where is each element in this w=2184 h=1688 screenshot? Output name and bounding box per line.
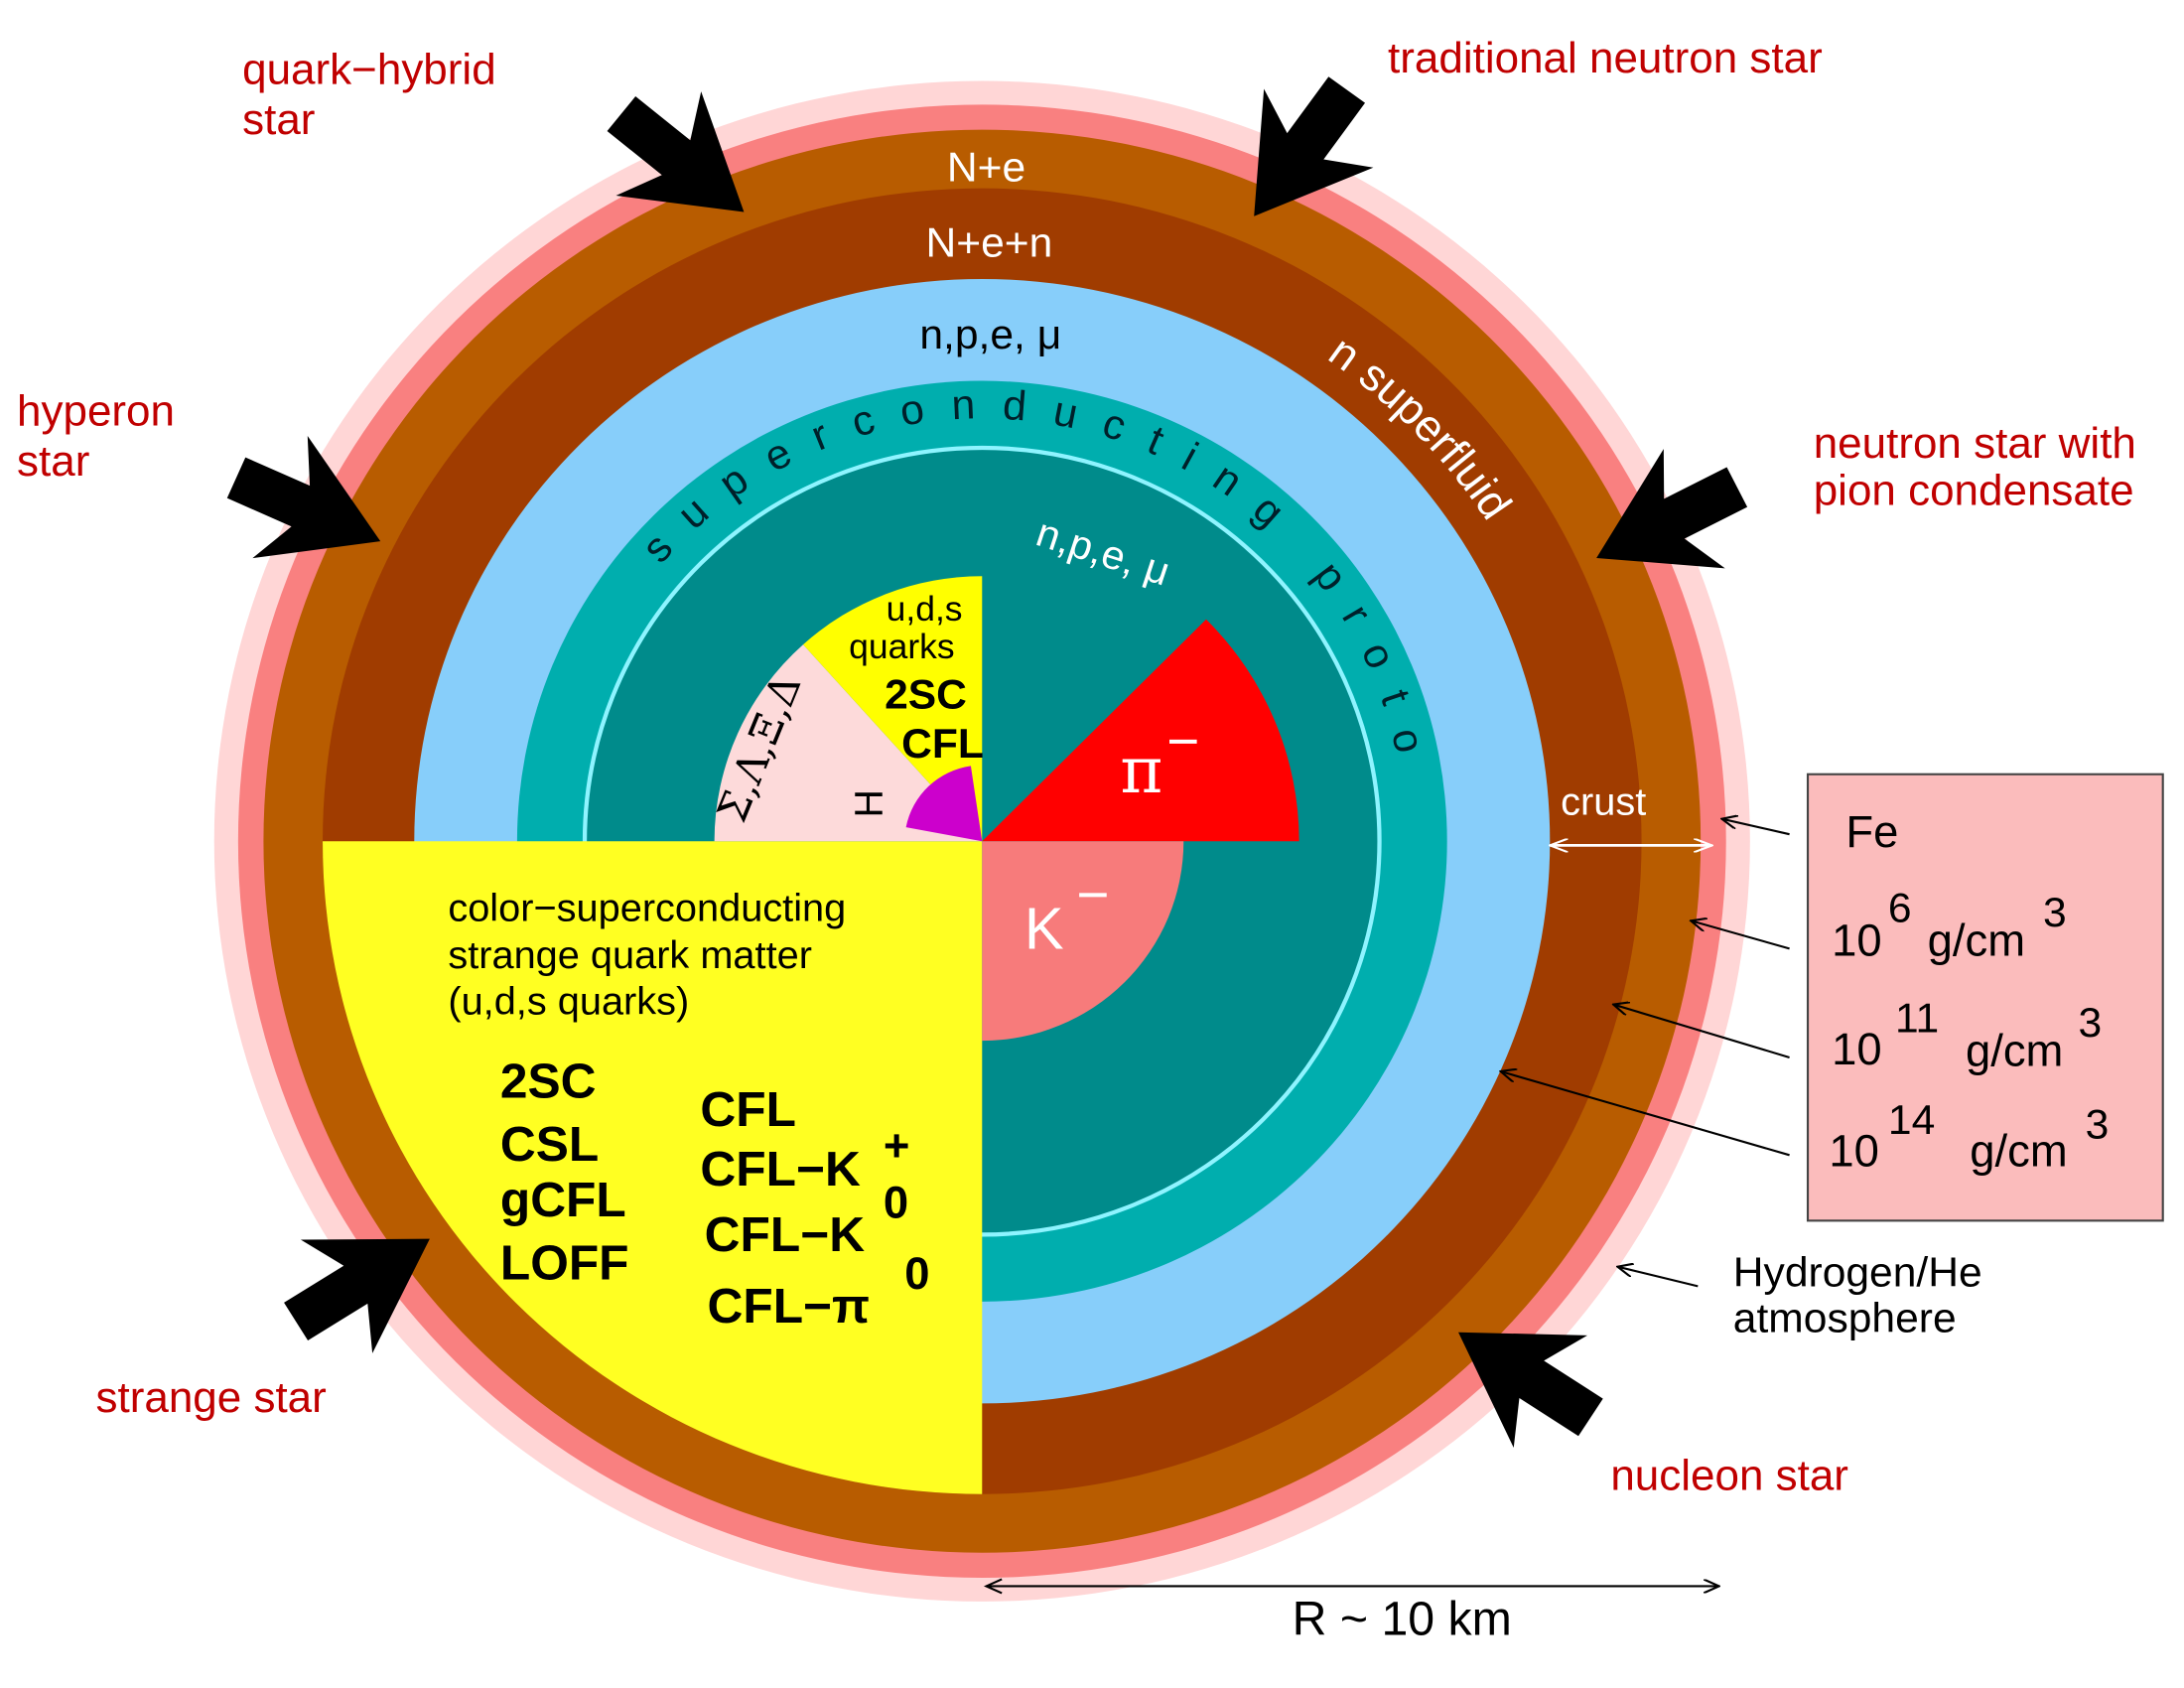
kaon-sector	[982, 841, 1184, 1042]
phase-sup: +	[884, 1120, 910, 1171]
kaon-sup: −	[1076, 864, 1109, 926]
density-exp: 14	[1888, 1096, 1935, 1143]
atmosphere-label: Hydrogen/He	[1733, 1249, 1982, 1296]
crust-label: crust	[1561, 780, 1646, 824]
phase-sup: 0	[904, 1248, 929, 1299]
density-base: 10	[1832, 1024, 1882, 1074]
description: strange quark matter	[448, 933, 812, 977]
h-sector	[905, 766, 983, 842]
radius-label: R ~ 10 km	[1293, 1594, 1512, 1646]
star-label: hyperon	[17, 387, 175, 436]
phase: LOFF	[500, 1236, 629, 1291]
layer-label: n,p,e, μ	[919, 311, 1061, 357]
description: (u,d,s quarks)	[448, 980, 689, 1024]
star-label: quark−hybrid	[242, 45, 496, 93]
pointer	[1691, 920, 1790, 950]
core-label: quarks	[849, 628, 954, 666]
star-label: strange star	[96, 1373, 327, 1422]
core-label: H	[847, 789, 890, 817]
phase: 2SC	[500, 1055, 597, 1109]
pointer	[1613, 1005, 1790, 1058]
density-box	[1806, 773, 2164, 1222]
star-label: star	[17, 437, 89, 486]
phase: CFL−K	[700, 1142, 861, 1196]
star-label: neutron star with	[1814, 419, 2136, 468]
pointer	[1721, 819, 1790, 836]
star-label: nucleon star	[1610, 1452, 1848, 1500]
phase: CFL	[700, 1082, 796, 1137]
pion-sup: −	[1166, 710, 1199, 773]
element-label: Fe	[1845, 806, 1898, 857]
strange-matter-quadrant	[323, 841, 983, 1494]
kaon-label: K	[1024, 896, 1064, 962]
phase: CFL−K	[705, 1207, 866, 1262]
star-label: traditional neutron star	[1388, 34, 1823, 82]
core-label: 2SC	[885, 671, 967, 718]
pointers	[983, 819, 1790, 1595]
density-unit-exp: 3	[2086, 1101, 2110, 1148]
density-unit: g/cm	[1966, 1026, 2063, 1076]
pointer	[1617, 1267, 1699, 1288]
phase: CSL	[500, 1117, 599, 1172]
phase-sup: 0	[884, 1178, 908, 1228]
layer-label: N+e	[947, 144, 1025, 191]
density-exp: 6	[1888, 885, 1912, 931]
description: color−superconducting	[448, 886, 846, 929]
star-label: pion condensate	[1814, 467, 2134, 515]
phase: CFL−π	[708, 1279, 871, 1334]
phase: gCFL	[500, 1173, 626, 1227]
pion-sector	[982, 619, 1299, 842]
density-exp: 11	[1895, 995, 1939, 1042]
density-base: 10	[1829, 1126, 1879, 1177]
density-unit: g/cm	[1928, 915, 2025, 966]
pion-label: π	[1120, 734, 1162, 808]
core-label: u,d,s	[887, 590, 963, 629]
hyperon-sector	[714, 644, 983, 842]
density-unit-exp: 3	[2079, 999, 2103, 1046]
layer-label: N+e+n	[925, 219, 1052, 266]
atmosphere-label: atmosphere	[1733, 1295, 1957, 1341]
radius-arrowhead	[983, 1578, 1003, 1595]
pointer	[1501, 1071, 1790, 1157]
core-label: CFL	[901, 720, 984, 767]
density-base: 10	[1832, 915, 1882, 966]
quark-sector	[803, 576, 983, 842]
density-unit-exp: 3	[2043, 889, 2067, 935]
density-unit: g/cm	[1970, 1126, 2067, 1177]
star-label: star	[242, 95, 315, 144]
